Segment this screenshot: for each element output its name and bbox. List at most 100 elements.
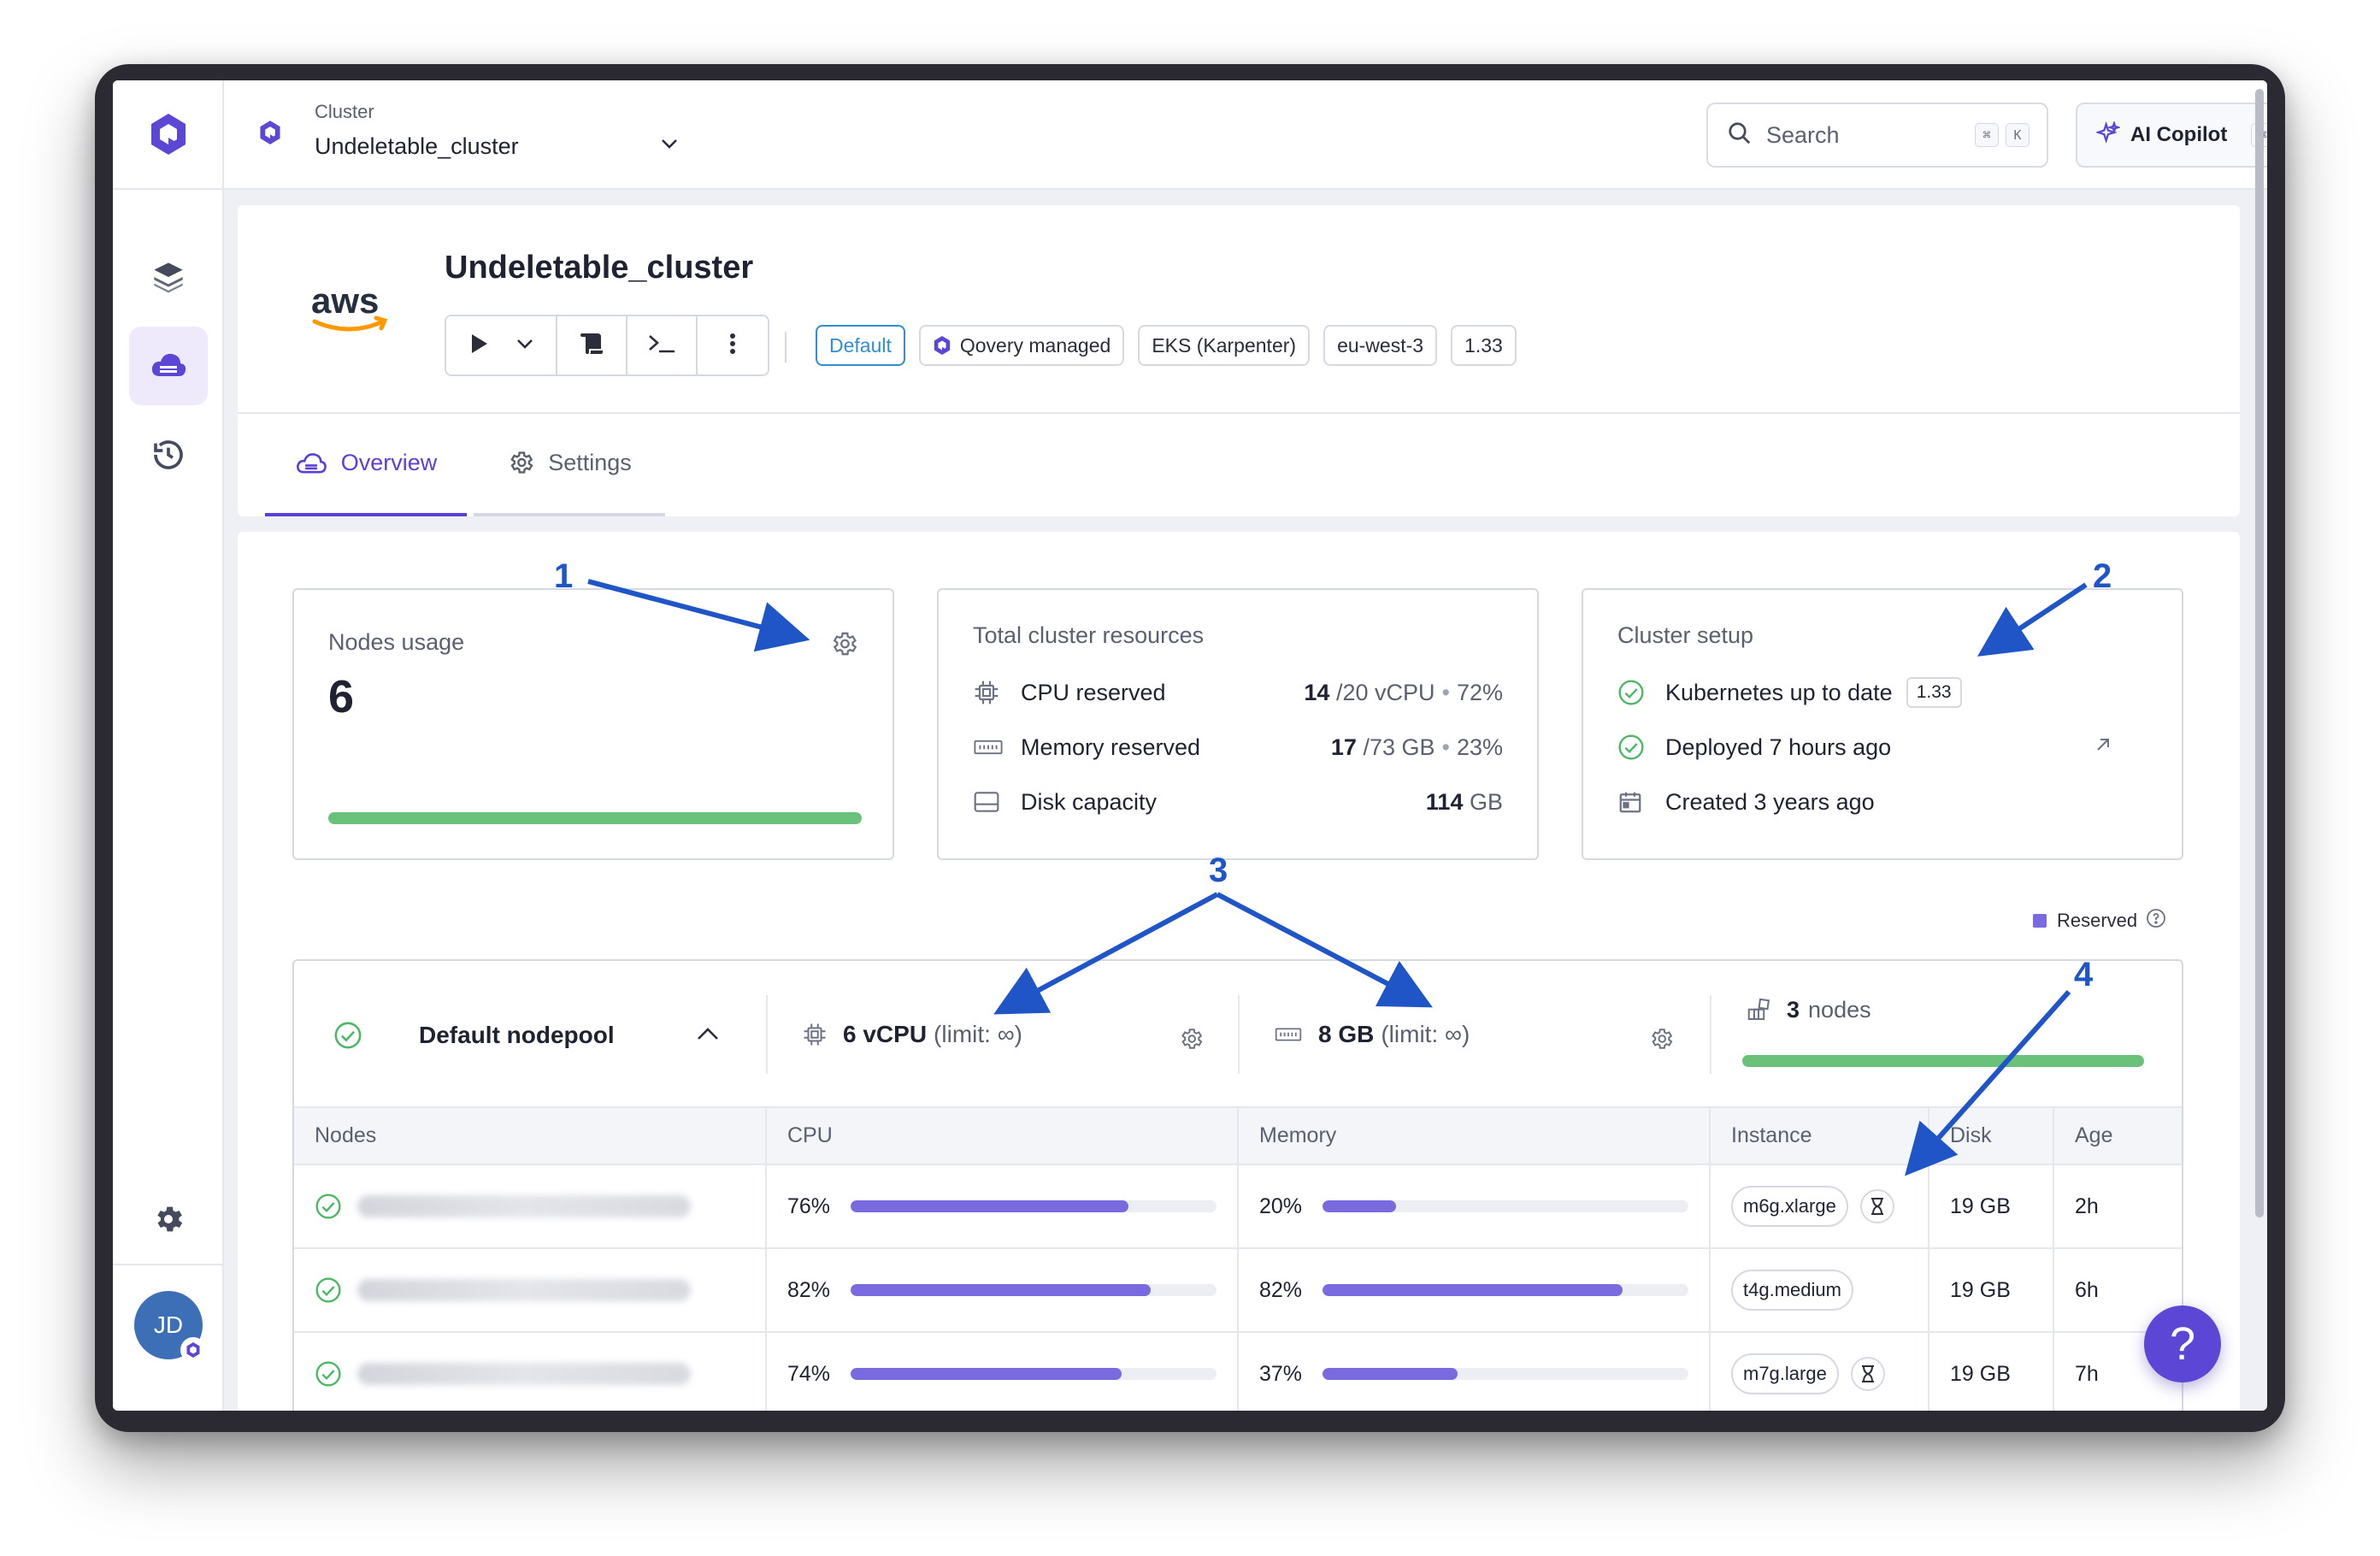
- chevron-down-icon[interactable]: [660, 137, 679, 155]
- nodepool-header[interactable]: Default nodepool 6 vCPU (limit: ∞) 8 GB …: [294, 961, 2182, 1108]
- user-initials: JD: [153, 1311, 184, 1338]
- nodepool-memory: 8 GB (limit: ∞): [1274, 1021, 1470, 1048]
- memory-percent: 23%: [1456, 734, 1503, 760]
- hourglass-icon: [1850, 1357, 1885, 1391]
- check-circle-icon: [1617, 734, 1648, 761]
- qovery-badge-icon: [180, 1337, 206, 1363]
- instance-type-badge: m7g.large: [1731, 1353, 1839, 1394]
- cloud-icon: [295, 451, 341, 474]
- sidebar-item-clusters[interactable]: [129, 327, 208, 405]
- memory-bar: [1323, 1368, 1688, 1380]
- disk-total: GB: [1469, 788, 1503, 815]
- created-row: Created 3 years ago: [1617, 785, 2147, 819]
- sidebar-item-settings[interactable]: [129, 1182, 208, 1260]
- gear-icon[interactable]: [829, 629, 858, 663]
- tab-overview[interactable]: Overview: [265, 412, 467, 516]
- created-label: Created 3 years ago: [1665, 788, 1875, 815]
- cluster-resources-card: Total cluster resources CPU reserved 14 …: [937, 588, 1539, 860]
- more-options-button[interactable]: [698, 316, 768, 374]
- check-circle-icon: [315, 1276, 342, 1304]
- qovery-logo[interactable]: [113, 80, 224, 190]
- memory-reserved-row: Memory reserved 17 /73 GB • 23%: [973, 730, 1503, 764]
- cluster-selector[interactable]: Undeletable_cluster: [315, 133, 519, 159]
- divider: [785, 332, 786, 362]
- check-circle-icon: [315, 1193, 342, 1220]
- tab-settings[interactable]: Settings: [474, 412, 665, 516]
- redacted-node-name: [357, 1195, 691, 1217]
- node-cell: [294, 1248, 767, 1333]
- qovery-icon: [933, 335, 951, 356]
- redacted-node-name: [357, 1279, 691, 1301]
- memory-bar-fill: [1323, 1200, 1396, 1212]
- nodepool-memory-limit: (limit: ∞): [1381, 1021, 1470, 1047]
- cpu-reserved-label: CPU reserved: [1021, 679, 1166, 705]
- cluster-tags: Default Qovery managed EKS (Karpenter) e…: [816, 325, 1517, 366]
- cluster-setup-card: Cluster setup Kubernetes up to date 1.33…: [1582, 588, 2183, 860]
- tabs-divider: [238, 412, 2240, 414]
- instance-cell: m6g.xlarge: [1710, 1164, 1929, 1249]
- cpu-percent: 72%: [1456, 679, 1503, 705]
- cpu-reserved-row: CPU reserved 14 /20 vCPU • 72%: [973, 675, 1503, 710]
- cpu-percent: 76%: [787, 1194, 831, 1218]
- table-row[interactable]: 74% 37% m7g.large 19 GB 7h: [294, 1332, 2182, 1411]
- cpu-percent: 74%: [787, 1361, 831, 1386]
- layers-icon: [151, 260, 186, 298]
- legend-swatch: [2033, 914, 2047, 928]
- help-button[interactable]: ?: [2144, 1306, 2221, 1382]
- cpu-used: 14: [1304, 679, 1330, 705]
- memory-percent: 20%: [1259, 1194, 1303, 1218]
- gear-icon[interactable]: [1178, 1026, 1204, 1056]
- sidebar: JD: [113, 80, 224, 1411]
- user-avatar[interactable]: JD: [134, 1291, 206, 1363]
- ai-copilot-button[interactable]: AI Copilot ⌘i: [2076, 103, 2267, 168]
- table-row[interactable]: 82% 82% t4g.medium 19 GB 6h: [294, 1248, 2182, 1333]
- history-icon: [151, 438, 186, 476]
- memory-icon: [973, 737, 1004, 757]
- column-header-nodes: Nodes: [294, 1108, 767, 1165]
- calendar-icon: [1617, 789, 1648, 815]
- nodes-grid-icon: [1746, 998, 1771, 1023]
- gear-icon[interactable]: [1648, 1026, 1674, 1056]
- nodepool-cpu-limit: (limit: ∞): [934, 1021, 1022, 1047]
- cluster-actions: [445, 315, 769, 376]
- default-badge: Default: [816, 325, 905, 366]
- tab-settings-label: Settings: [548, 449, 632, 475]
- redacted-node-name: [357, 1363, 691, 1385]
- scroll-icon: [579, 332, 604, 360]
- memory-cell: 37%: [1238, 1332, 1711, 1411]
- memory-bar: [1323, 1200, 1688, 1212]
- logs-button[interactable]: [557, 316, 627, 374]
- disk-cell: 19 GB: [1929, 1248, 2054, 1333]
- help-circle-icon[interactable]: [2146, 908, 2166, 934]
- nodepool-progress: [1742, 1055, 2144, 1067]
- table-row[interactable]: 76% 20% m6g.xlarge 19 GB 2h: [294, 1164, 2182, 1249]
- chevron-up-icon[interactable]: [696, 1026, 720, 1046]
- memory-reserved-label: Memory reserved: [1021, 734, 1201, 760]
- scrollbar[interactable]: [2255, 89, 2264, 1217]
- cpu-bar-fill: [851, 1284, 1151, 1296]
- nodepool-cpu: 6 vCPU (limit: ∞): [802, 1021, 1022, 1048]
- shortcut-key: K: [2006, 123, 2029, 147]
- disk-cell: 19 GB: [1929, 1164, 2054, 1249]
- memory-used: 17: [1330, 734, 1357, 760]
- sidebar-item-history[interactable]: [129, 417, 208, 496]
- ai-copilot-label: AI Copilot: [2130, 123, 2228, 146]
- memory-bar: [1323, 1284, 1688, 1296]
- reserved-legend: Reserved: [2033, 908, 2166, 934]
- divider: [1238, 995, 1240, 1074]
- external-link-icon[interactable]: [2093, 734, 2113, 761]
- node-cell: [294, 1332, 767, 1411]
- nodes-usage-progress: [328, 812, 862, 824]
- gear-icon: [151, 1202, 186, 1241]
- terminal-button[interactable]: [627, 316, 698, 374]
- search-input[interactable]: Search ⌘ K: [1706, 103, 2048, 168]
- shortcut-key: ⌘: [1975, 123, 1999, 147]
- age-cell: 2h: [2053, 1164, 2182, 1249]
- cpu-cell: 76%: [766, 1164, 1239, 1249]
- deploy-button[interactable]: [446, 316, 557, 374]
- gear-icon: [507, 449, 548, 476]
- legend-label: Reserved: [2057, 910, 2138, 931]
- sidebar-item-environments[interactable]: [129, 239, 208, 318]
- column-header-instance: Instance: [1710, 1108, 1929, 1165]
- check-circle-icon: [315, 1360, 342, 1388]
